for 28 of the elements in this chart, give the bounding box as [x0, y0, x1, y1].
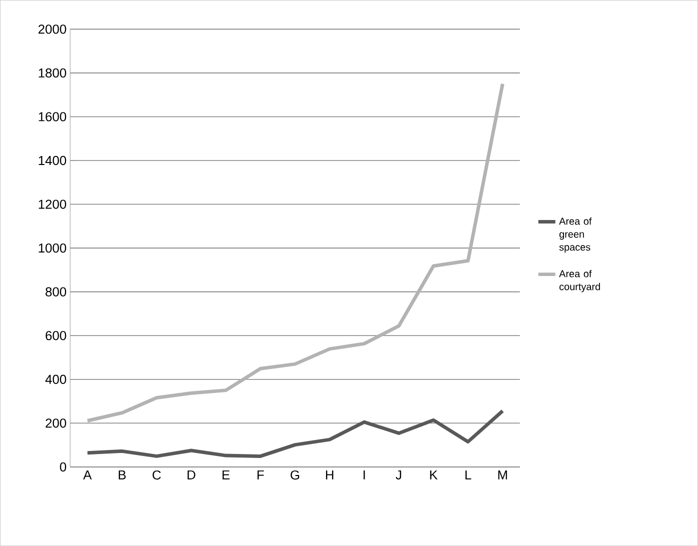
x-tick-label: J [396, 470, 402, 480]
x-tick-label: G [290, 470, 300, 480]
y-tick-label: 2000 [38, 24, 66, 34]
legend-label: Area of green spaces [559, 217, 592, 253]
y-tick-label: 400 [45, 374, 66, 384]
y-tick-label: 1600 [38, 112, 66, 122]
x-tick-label: F [258, 470, 264, 480]
x-tick-label: I [364, 470, 365, 480]
x-tick-label: C [152, 470, 161, 480]
y-tick-label: 800 [46, 287, 66, 296]
x-tick-label: E [222, 470, 230, 480]
x-tick-label: K [430, 470, 438, 480]
y-tick-label: 600 [46, 330, 66, 340]
y-tick-label: 1200 [38, 200, 66, 209]
legend-label: Area of courtyard [559, 270, 600, 292]
y-tick-label: 0 [60, 462, 66, 472]
y-tick-label: 1400 [38, 156, 66, 166]
x-tick-label: M [498, 470, 507, 480]
x-tick-label: A [83, 470, 92, 480]
x-tick-label: B [118, 470, 126, 480]
x-tick-label: L [465, 470, 472, 480]
x-tick-label: H [326, 470, 334, 480]
y-tick-label: 1800 [38, 68, 66, 78]
y-tick-label: 1000 [38, 243, 66, 253]
line-series [86, 82, 504, 422]
line-series [86, 409, 504, 458]
x-tick-label: D [188, 470, 196, 480]
y-tick-label: 200 [46, 418, 66, 428]
